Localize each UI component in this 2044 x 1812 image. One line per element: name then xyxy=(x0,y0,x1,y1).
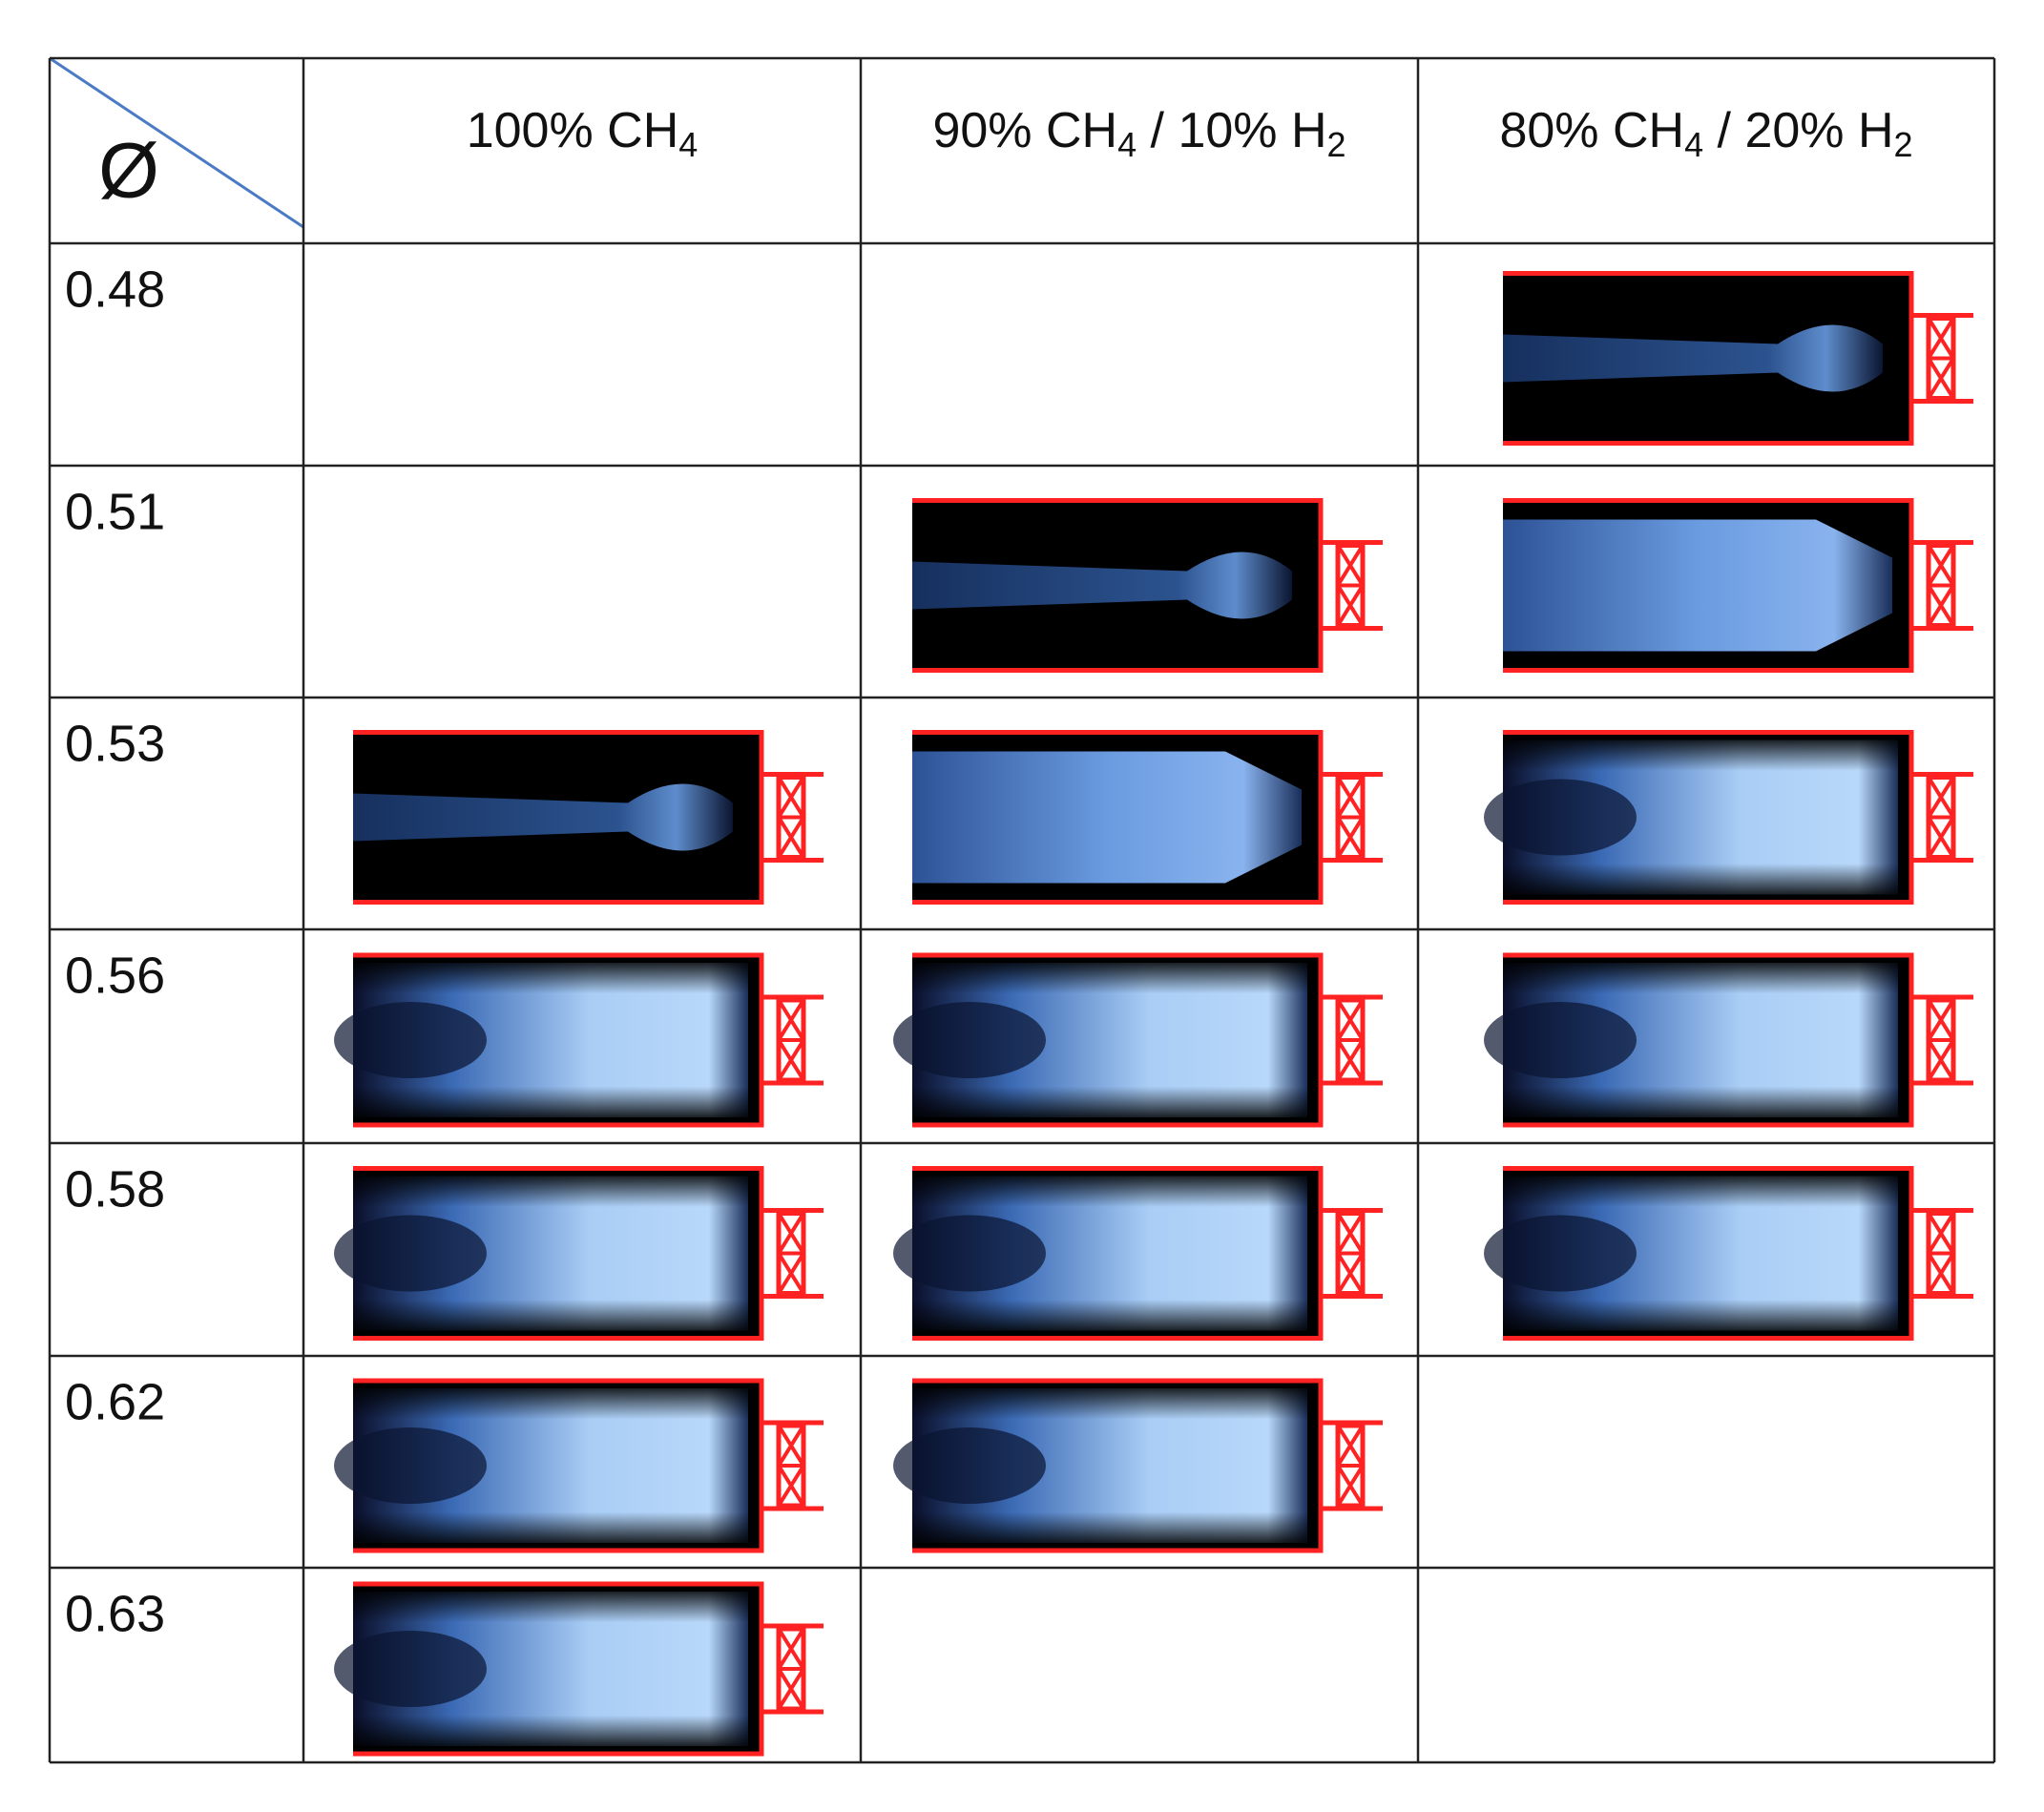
column-header: 100% CH4 xyxy=(467,103,699,164)
burner xyxy=(776,1627,806,1711)
column-header: 90% CH4 / 10% H2 xyxy=(932,103,1345,164)
header-text: 90% CH xyxy=(932,103,1117,158)
flame-image xyxy=(334,952,824,1128)
combustor-wall xyxy=(353,1378,764,1553)
column-header: 80% CH4 / 20% H2 xyxy=(1499,103,1912,164)
burner xyxy=(1335,998,1366,1082)
subscript: 2 xyxy=(1327,125,1346,164)
burner xyxy=(1926,544,1956,627)
phi-value: 0.53 xyxy=(65,715,165,772)
combustor-wall xyxy=(353,730,764,905)
header-text: 80% CH xyxy=(1499,103,1684,158)
flame-image xyxy=(1484,1166,1973,1341)
phi-value: 0.62 xyxy=(65,1373,165,1430)
combustor-wall xyxy=(912,1378,1324,1553)
combustor-wall xyxy=(1503,952,1914,1128)
flame-image xyxy=(1503,498,1973,673)
phi-value: 0.63 xyxy=(65,1585,165,1642)
burner xyxy=(1926,776,1956,859)
burner xyxy=(1911,1208,1973,1299)
flame-image xyxy=(1484,730,1973,905)
burner xyxy=(776,1212,806,1295)
flame-core xyxy=(893,1427,1046,1504)
combustor-wall xyxy=(353,952,764,1128)
burner xyxy=(761,1623,824,1715)
burner xyxy=(1321,772,1383,863)
flame-image xyxy=(893,1378,1383,1553)
subscript: 4 xyxy=(1117,125,1137,164)
combustor-wall xyxy=(1503,498,1914,673)
burner xyxy=(1911,313,1973,404)
combustor-wall xyxy=(912,952,1324,1128)
combustor-wall xyxy=(1503,271,1914,446)
phi-value: 0.56 xyxy=(65,947,165,1004)
header-text: 100% CH xyxy=(467,103,679,158)
flame xyxy=(912,552,1292,619)
combustor-wall xyxy=(912,1166,1324,1341)
combustor-wall xyxy=(353,1581,764,1757)
phi-value: 0.51 xyxy=(65,483,165,540)
combustor-wall xyxy=(912,730,1324,905)
phi-value: 0.58 xyxy=(65,1160,165,1218)
burner xyxy=(1926,317,1956,400)
burner xyxy=(1926,998,1956,1082)
burner xyxy=(776,998,806,1082)
flame-core xyxy=(334,1215,487,1292)
burner xyxy=(761,1208,824,1299)
flame-core xyxy=(1484,779,1637,856)
subscript: 4 xyxy=(678,125,698,164)
header-text: / 10% H xyxy=(1137,103,1326,158)
burner xyxy=(1321,1420,1383,1511)
burner xyxy=(1321,540,1383,631)
flame-core xyxy=(334,1427,487,1504)
burner xyxy=(761,1420,824,1511)
burner xyxy=(776,776,806,859)
flame-core xyxy=(334,1002,487,1078)
flame-image xyxy=(893,1166,1383,1341)
burner xyxy=(1335,544,1366,627)
header-text: / 20% H xyxy=(1703,103,1893,158)
burner xyxy=(1911,540,1973,631)
burner xyxy=(1335,776,1366,859)
combustor-wall xyxy=(1503,730,1914,905)
flame-image xyxy=(912,730,1383,905)
combustor-wall xyxy=(353,1166,764,1341)
burner xyxy=(1911,772,1973,863)
subscript: 2 xyxy=(1894,125,1913,164)
burner xyxy=(761,994,824,1086)
flame-core xyxy=(1484,1215,1637,1292)
flame-image xyxy=(334,1166,824,1341)
flame-image xyxy=(334,1378,824,1553)
flame-core xyxy=(893,1002,1046,1078)
flame xyxy=(1503,519,1892,652)
flame-image xyxy=(893,952,1383,1128)
flame-image xyxy=(1503,271,1973,446)
flame-image xyxy=(912,498,1383,673)
burner xyxy=(776,1424,806,1508)
flame xyxy=(1503,324,1883,392)
flame-core xyxy=(893,1215,1046,1292)
burner xyxy=(761,772,824,863)
burner xyxy=(1321,1208,1383,1299)
burner xyxy=(1926,1212,1956,1295)
flame-core xyxy=(334,1631,487,1707)
flame-image xyxy=(1484,952,1973,1128)
corner-symbol: Ø xyxy=(98,128,159,215)
subscript: 4 xyxy=(1684,125,1703,164)
phi-value: 0.48 xyxy=(65,260,165,318)
flame xyxy=(353,783,733,851)
burner xyxy=(1335,1212,1366,1295)
combustor-wall xyxy=(912,498,1324,673)
flame xyxy=(912,751,1302,884)
corner-diagonal xyxy=(49,56,304,229)
burner xyxy=(1911,994,1973,1086)
combustor-wall xyxy=(1503,1166,1914,1341)
flame-core xyxy=(1484,1002,1637,1078)
flame-image xyxy=(353,730,824,905)
burner xyxy=(1335,1424,1366,1508)
flame-image xyxy=(334,1581,824,1757)
burner xyxy=(1321,994,1383,1086)
